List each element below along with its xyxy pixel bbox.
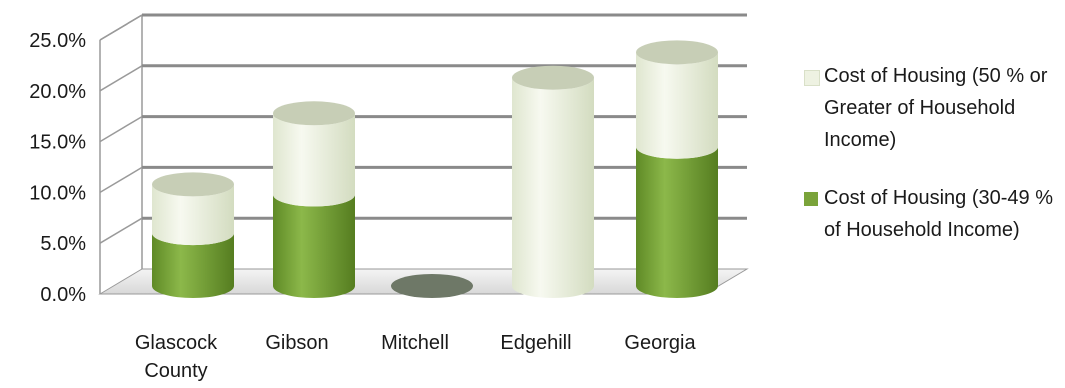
bar-segment-50-plus [273,113,355,207]
y-tick-label: 25.0% [29,30,86,52]
gridline-side [99,217,143,244]
bar-segment-30-49 [152,233,234,298]
legend-item-30-49: Cost of Housing (30-49 % of Household In… [800,182,1060,246]
legend-swatch-30-49 [804,192,818,206]
legend-item-50-plus: Cost of Housing (50 % or Greater of Hous… [800,60,1060,156]
bar-segment-50-plus [636,52,718,159]
gridline-side [99,115,143,143]
gridline-side [99,166,143,194]
bar-segment-30-49 [636,146,718,298]
x-tick-label: Gibson [265,332,328,354]
y-tick-label: 0.0% [40,284,86,306]
legend-label-30-49: Cost of Housing (30-49 % of Household In… [824,187,1054,241]
x-tick-label: Glascock [135,332,218,354]
y-tick-label: 15.0% [29,132,86,154]
x-tick-label: Mitchell [381,332,449,354]
legend-label-50-plus: Cost of Housing (50 % or Greater of Hous… [824,65,1048,151]
y-tick-label: 5.0% [40,233,86,255]
bar-segment-50-plus [512,77,594,298]
bar-segment-30-49 [273,194,355,298]
y-tick-label: 10.0% [29,182,86,204]
bar-segment-50-plus [152,184,234,246]
bars [152,40,718,298]
bar-top [273,101,355,126]
bar-top [636,40,718,65]
x-tick-label: Edgehill [500,332,571,354]
x-axis: Glascock County Gibson Mitchell Edgehill Geor… [135,332,697,382]
legend-swatch-50-plus [804,70,820,86]
y-tick-label: 20.0% [29,81,86,103]
y-axis: 0.0% 5.0% 10.0% 15.0% 20.0% 25.0% [29,30,86,306]
bar-top [512,65,594,90]
x-tick-label: County [144,360,207,382]
bar-top [152,172,234,197]
gridline-side [99,65,143,92]
x-tick-label: Georgia [624,332,696,354]
gridline-side [99,14,143,41]
bar-empty-base [391,274,473,298]
legend: Cost of Housing (50 % or Greater of Hous… [800,60,1060,272]
